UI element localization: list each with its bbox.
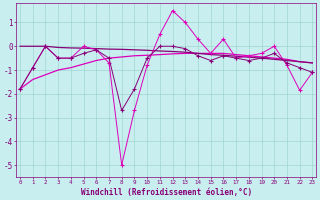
- X-axis label: Windchill (Refroidissement éolien,°C): Windchill (Refroidissement éolien,°C): [81, 188, 252, 197]
